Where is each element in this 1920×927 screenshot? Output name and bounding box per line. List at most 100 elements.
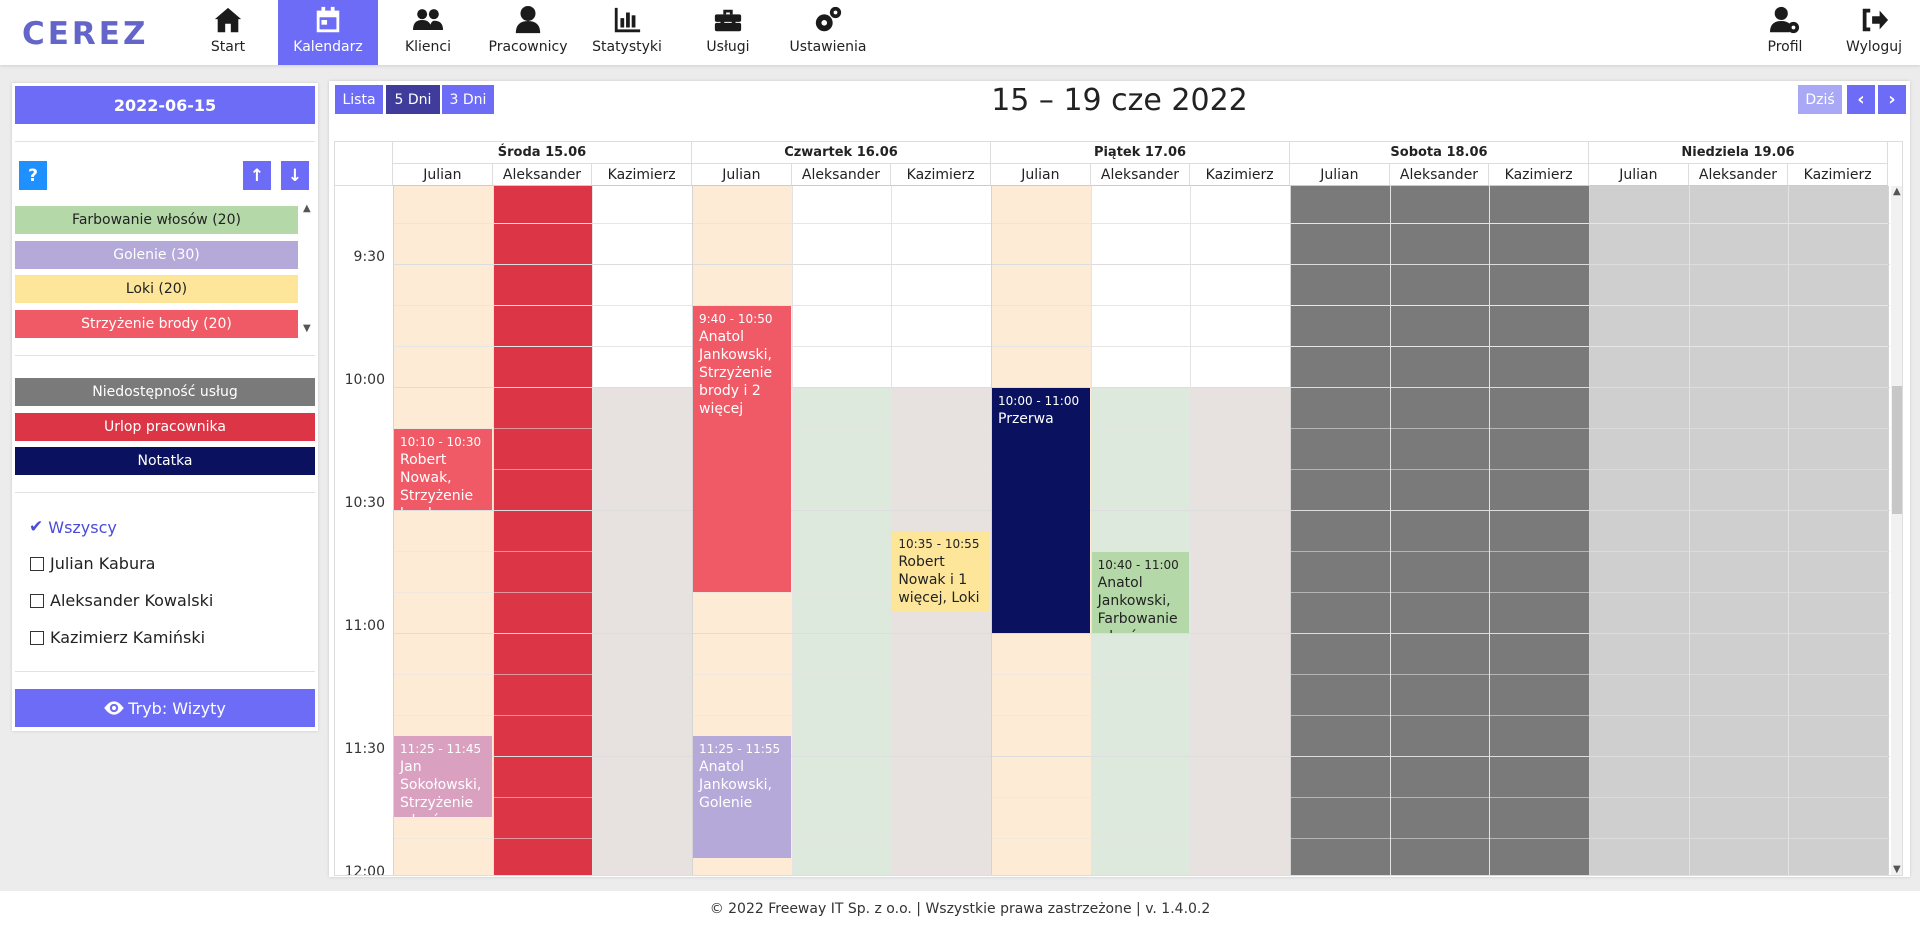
nav-statystyki[interactable]: Statystyki <box>592 0 662 65</box>
calendar-icon <box>316 6 340 33</box>
service-golenie[interactable]: Golenie (30) <box>15 241 298 269</box>
check-icon: ✔ <box>29 517 44 537</box>
checkbox[interactable] <box>30 630 44 645</box>
column-divider <box>1589 186 1590 875</box>
employee-filter-label: Wszyscy <box>48 517 117 537</box>
day-header[interactable]: Niedziela 19.06 <box>1589 142 1888 164</box>
employee-header: Kazimierz <box>1190 164 1290 186</box>
move-up-button[interactable]: ↑ <box>243 161 271 190</box>
service-loki[interactable]: Loki (20) <box>15 275 298 303</box>
service-farbowanie[interactable]: Farbowanie włosów (20) <box>15 206 298 234</box>
checkbox[interactable] <box>30 556 44 571</box>
column-background[interactable] <box>1090 186 1191 387</box>
column-background[interactable] <box>1489 186 1590 387</box>
view-lista-button[interactable]: Lista <box>335 85 383 114</box>
column-background[interactable] <box>592 186 693 387</box>
legend-niedostepnosc[interactable]: Niedostępność usług <box>15 378 315 406</box>
legend-urlop[interactable]: Urlop pracownika <box>15 413 315 441</box>
column-background[interactable] <box>991 186 1092 387</box>
calendar-panel: Lista 5 Dni 3 Dni 15 – 19 cze 2022 Dziś … <box>329 81 1910 877</box>
time-slot-line <box>393 345 1890 347</box>
next-week-button[interactable]: › <box>1878 85 1906 114</box>
move-down-button[interactable]: ↓ <box>281 161 309 190</box>
appointment-event[interactable]: 9:40 - 10:50 Anatol Jankowski, Strzyżenie… <box>693 305 791 592</box>
appointment-event[interactable]: 11:25 - 11:45 Jan Sokołowski, Strzyżenie … <box>394 736 492 818</box>
scroll-up-icon[interactable]: ▲ <box>1893 186 1901 197</box>
column-background[interactable] <box>1290 386 1391 875</box>
appointment-details: Robert Nowak i 1 więcej, Loki <box>898 554 980 607</box>
column-background[interactable] <box>592 386 693 875</box>
view-5dni-button[interactable]: 5 Dni <box>386 85 440 114</box>
nav-start[interactable]: Start <box>200 0 256 65</box>
nav-pracownicy[interactable]: Pracownicy <box>484 0 572 65</box>
app-logo[interactable]: CEREZ <box>22 16 149 52</box>
view-3dni-button[interactable]: 3 Dni <box>442 85 494 114</box>
calendar-scrollbar[interactable]: ▲ ▼ <box>1891 186 1902 875</box>
column-background[interactable] <box>1389 186 1490 387</box>
nav-ustawienia-label: Ustawienia <box>789 39 867 55</box>
time-slot-line <box>393 386 1890 388</box>
today-button[interactable]: Dziś <box>1798 85 1842 114</box>
date-picker-button[interactable]: 2022-06-15 <box>15 86 315 124</box>
column-background[interactable] <box>1489 386 1590 875</box>
scroll-down-icon[interactable]: ▼ <box>303 323 311 334</box>
legend-notatka[interactable]: Notatka <box>15 447 315 475</box>
column-divider <box>1290 186 1291 875</box>
appointment-event[interactable]: 10:00 - 11:00 Przerwa <box>992 387 1090 633</box>
day-header[interactable]: Piątek 17.06 <box>991 142 1290 164</box>
nav-uslugi[interactable]: Usługi <box>700 0 756 65</box>
column-background[interactable] <box>1190 186 1291 387</box>
checkbox[interactable] <box>30 593 44 608</box>
column-background[interactable] <box>1788 186 1889 387</box>
column-background[interactable] <box>1688 386 1789 875</box>
column-background[interactable] <box>1589 386 1690 875</box>
column-background[interactable] <box>791 186 892 387</box>
appointment-event[interactable]: 10:35 - 10:55 Robert Nowak i 1 więcej, Lo… <box>892 531 990 613</box>
column-background[interactable] <box>891 386 992 875</box>
day-header[interactable]: Środa 15.06 <box>393 142 692 164</box>
column-divider <box>1389 186 1391 875</box>
employee-filter-aleksander[interactable]: Aleksander Kowalski <box>30 591 213 610</box>
time-label: 9:30 <box>353 248 385 265</box>
nav-profil[interactable]: Profil <box>1760 0 1810 65</box>
help-button[interactable]: ? <box>19 161 47 190</box>
day-header[interactable]: Czwartek 16.06 <box>692 142 991 164</box>
nav-ustawienia[interactable]: Ustawienia <box>790 0 866 65</box>
mode-toggle-button[interactable]: Tryb: Wizyty <box>15 689 315 727</box>
column-background[interactable] <box>891 186 992 387</box>
appointment-event[interactable]: 11:25 - 11:55 Anatol Jankowski, Golenie <box>693 736 791 859</box>
column-background[interactable] <box>1589 186 1690 387</box>
column-divider <box>1190 186 1192 875</box>
services-scrollbar[interactable]: ▲ ▼ <box>301 203 315 339</box>
column-background[interactable] <box>492 386 593 875</box>
column-background[interactable] <box>1389 386 1490 875</box>
column-background[interactable] <box>791 386 892 875</box>
prev-week-button[interactable]: ‹ <box>1847 85 1875 114</box>
day-header[interactable]: Sobota 18.06 <box>1290 142 1589 164</box>
top-navbar: CEREZ Start Kalendarz Klienci Pracownicy… <box>0 0 1920 65</box>
logout-icon <box>1862 8 1889 32</box>
column-background[interactable] <box>1688 186 1789 387</box>
column-background[interactable] <box>1788 386 1889 875</box>
employee-header: Kazimierz <box>592 164 692 186</box>
time-label: 10:30 <box>344 494 385 511</box>
scroll-up-icon[interactable]: ▲ <box>303 203 311 214</box>
employee-filter-kazimierz[interactable]: Kazimierz Kamiński <box>30 628 205 647</box>
appointment-event[interactable]: 10:40 - 11:00 Anatol Jankowski, Farbowani… <box>1091 551 1190 633</box>
nav-wyloguj[interactable]: Wyloguj <box>1842 0 1906 65</box>
nav-kalendarz[interactable]: Kalendarz <box>278 0 378 65</box>
employee-filter-julian[interactable]: Julian Kabura <box>30 554 155 573</box>
nav-klienci[interactable]: Klienci <box>400 0 456 65</box>
employee-filter-all[interactable]: ✔ Wszyscy <box>29 517 117 537</box>
appointment-event[interactable]: 10:10 - 10:30 Robert Nowak, Strzyżenie br… <box>394 428 492 510</box>
scroll-thumb[interactable] <box>1892 386 1902 514</box>
column-background[interactable] <box>393 186 494 387</box>
time-label: 12:00 <box>344 863 385 876</box>
nav-klienci-label: Klienci <box>404 39 452 55</box>
column-background[interactable] <box>1190 386 1291 875</box>
service-strzyzenie-brody[interactable]: Strzyżenie brody (20) <box>15 310 298 338</box>
chevron-right-icon: › <box>1888 89 1896 110</box>
scroll-down-icon[interactable]: ▼ <box>1893 864 1901 875</box>
column-background[interactable] <box>492 186 593 387</box>
column-background[interactable] <box>1290 186 1391 387</box>
